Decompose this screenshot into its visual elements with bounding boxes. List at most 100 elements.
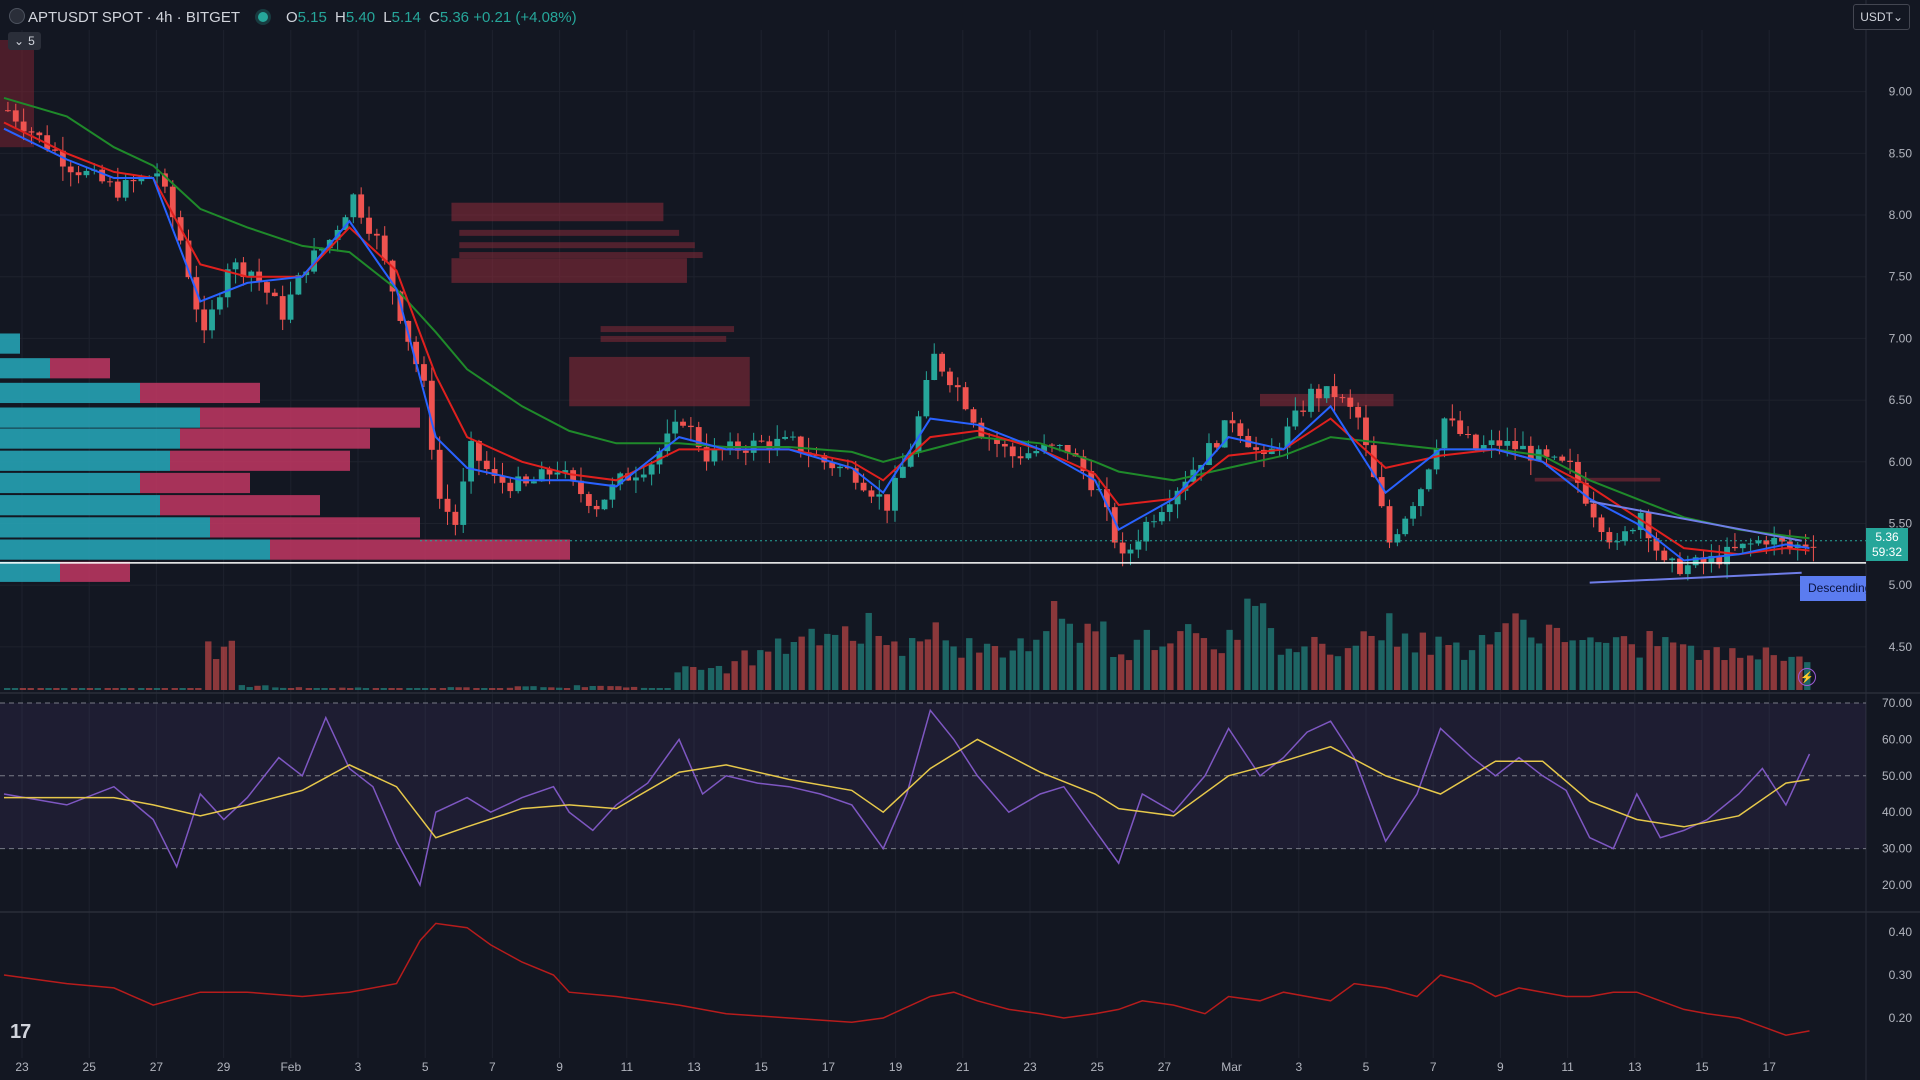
volume-bar — [1579, 640, 1586, 690]
volume-bar — [764, 651, 772, 690]
candle-body — [1622, 531, 1628, 542]
volume-bar — [1747, 655, 1754, 690]
candle-body — [1425, 469, 1432, 490]
price-tick-label: 5.50 — [1889, 516, 1913, 530]
supply-zone — [451, 202, 664, 222]
candle-body — [295, 275, 302, 295]
candle-body — [52, 149, 58, 151]
candle-body — [107, 181, 113, 183]
series-legend[interactable]: APTUSDT SPOT · 4h · BITGET O5.15 H5.40 L… — [28, 6, 577, 28]
candle-body — [1661, 550, 1668, 561]
volume-bar — [246, 687, 253, 690]
volume-bar — [1200, 638, 1208, 690]
atr-tick-label: 0.20 — [1889, 1011, 1913, 1025]
volume-bar — [19, 688, 27, 690]
vp-down-bar — [180, 428, 370, 449]
volume-bar — [774, 638, 782, 690]
volume-bar — [707, 668, 715, 690]
volume-bar — [690, 667, 697, 690]
candle-body — [287, 294, 294, 320]
candle-body — [1732, 546, 1738, 549]
close-value: 5.36 — [439, 8, 470, 26]
volume-bar — [924, 639, 932, 690]
volume-bar — [1553, 627, 1561, 690]
currency-button[interactable]: USDT ⌄ — [1853, 4, 1910, 30]
candle-body — [1708, 555, 1715, 563]
candle-body — [1049, 444, 1055, 446]
drawing-lines[interactable] — [0, 500, 1866, 584]
time-tick-label: 11 — [621, 1060, 634, 1074]
candle-body — [476, 440, 482, 461]
volume-bar — [1151, 650, 1158, 690]
volume-bar — [1092, 631, 1099, 690]
volume-bar — [514, 686, 521, 690]
volume-bar — [354, 687, 362, 690]
bar-countdown: 59:32 — [1871, 545, 1903, 559]
time-tick-label: 3 — [1295, 1060, 1302, 1074]
volume-bar — [1368, 635, 1375, 690]
supply-zone — [459, 252, 703, 259]
volume-bar — [1780, 660, 1787, 690]
candle-body — [931, 353, 938, 381]
volume-bar — [563, 688, 571, 690]
candle-body — [1488, 440, 1495, 446]
candle-body — [609, 484, 616, 500]
volume-bar — [1058, 618, 1066, 690]
pattern-label[interactable]: Descending — [1800, 576, 1866, 601]
time-tick-label: 29 — [217, 1060, 231, 1074]
atr-tick-label: 0.40 — [1889, 925, 1913, 939]
volume-bar — [589, 686, 596, 690]
time-tick-label: 17 — [822, 1060, 836, 1074]
volume-bar — [496, 688, 504, 690]
candle-body — [656, 451, 663, 465]
currency-label: USDT — [1860, 10, 1893, 24]
vp-up-bar — [0, 358, 50, 379]
volume-bar — [782, 653, 790, 690]
lightning-alert-icon[interactable]: ⚡ — [1798, 668, 1816, 686]
last-price: 5.36 — [1875, 530, 1899, 544]
volume-bar — [1646, 631, 1653, 690]
candle-body — [593, 505, 600, 510]
candle-body — [1755, 540, 1762, 544]
volume-bar — [757, 650, 764, 690]
axes: 9.00 8.50 8.00 7.50 7.00 6.50 6.00 5.50 5.00 4.50… — [15, 85, 1912, 1074]
volume-bar — [723, 673, 730, 690]
price-tick-label: 8.00 — [1889, 208, 1913, 222]
volume-bar — [71, 688, 78, 690]
rsi-tick-label: 50.00 — [1882, 769, 1912, 783]
volume-bar — [623, 687, 630, 690]
volume-bar — [1762, 647, 1770, 690]
volume-bar — [950, 646, 957, 690]
rsi-pane — [0, 702, 1866, 888]
time-tick-label: 5 — [422, 1060, 429, 1074]
volume-bar — [1636, 657, 1643, 690]
candle-body — [1323, 386, 1330, 399]
candle-body — [99, 169, 106, 182]
candle-body — [1355, 406, 1362, 418]
volume-bar — [1654, 646, 1661, 690]
indicators-collapse-button[interactable]: ⌄ 5 — [8, 32, 41, 50]
volume-bar — [883, 645, 890, 690]
rsi-line — [3, 708, 1811, 888]
price-tick-label: 7.00 — [1889, 331, 1913, 345]
volume-bar — [1602, 642, 1610, 690]
candle-body — [1504, 440, 1511, 446]
vp-down-bar — [140, 472, 250, 494]
time-tick-label: 25 — [83, 1060, 97, 1074]
volume-bar — [607, 686, 614, 690]
symbol-title[interactable]: APTUSDT SPOT · 4h · BITGET — [28, 8, 240, 26]
time-tick-label: 9 — [556, 1060, 563, 1074]
vp-down-bar — [50, 358, 110, 379]
price-tick-label: 6.00 — [1889, 455, 1913, 469]
time-tick-label: 15 — [755, 1060, 769, 1074]
candle-body — [1810, 546, 1817, 548]
volume-bar — [161, 688, 168, 690]
candle-body — [209, 309, 215, 331]
volume-bar — [976, 652, 983, 690]
candle-body — [1677, 558, 1683, 575]
candle-body — [585, 494, 592, 506]
candle-body — [1151, 521, 1157, 523]
time-tick-label: 17 — [1763, 1060, 1777, 1074]
candle-body — [1104, 489, 1110, 508]
